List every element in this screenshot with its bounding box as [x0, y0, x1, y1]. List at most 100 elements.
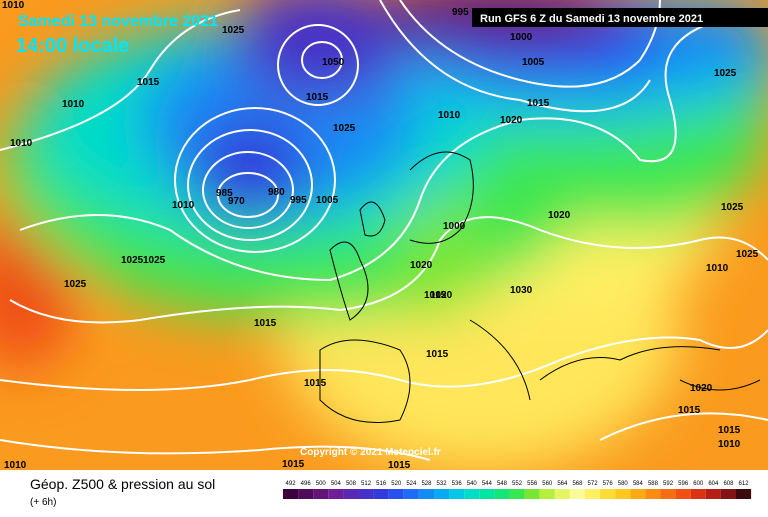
scale-label: 544	[482, 481, 493, 487]
isobar-label: 980	[268, 187, 285, 198]
isobar-label: 1015	[254, 318, 277, 329]
scale-label: 552	[512, 481, 523, 487]
isobar-label: 1015	[718, 425, 741, 436]
scale-swatch	[554, 489, 570, 499]
isobar-label: 985	[216, 188, 233, 199]
scale-label: 564	[557, 481, 568, 487]
scale-swatch	[373, 489, 389, 499]
isobar-label: 1015	[388, 460, 411, 471]
scale-label: 596	[678, 481, 689, 487]
scale-swatch	[585, 489, 601, 499]
scale-swatch	[343, 489, 359, 499]
isobar-label: 995	[290, 195, 307, 206]
scale-swatch	[630, 489, 646, 499]
scale-label: 516	[376, 481, 387, 487]
isobar-label: 1010	[2, 0, 25, 11]
isobar-label: 1025	[143, 255, 166, 266]
scale-swatch	[645, 489, 661, 499]
scale-swatch	[418, 489, 434, 499]
scale-swatch	[479, 489, 495, 499]
isobar-label: 1025	[222, 25, 245, 36]
scale-label: 536	[452, 481, 463, 487]
isobar-label: 1010	[172, 200, 195, 211]
scale-label: 524	[406, 481, 417, 487]
scale-label: 512	[361, 481, 372, 487]
isobar-label: 1005	[316, 195, 339, 206]
footer-lead: (+ 6h)	[30, 497, 56, 508]
scale-swatch	[328, 489, 344, 499]
scale-swatch	[600, 489, 616, 499]
isobar-label: 1010	[4, 460, 27, 471]
scale-label: 508	[346, 481, 357, 487]
scale-label: 592	[663, 481, 674, 487]
isobar-label: 1025	[64, 279, 87, 290]
scale-label: 604	[708, 481, 719, 487]
scale-swatch	[720, 489, 736, 499]
scale-swatch	[736, 489, 752, 499]
scale-swatch	[358, 489, 374, 499]
isobar-label: 1025	[721, 202, 744, 213]
scale-label: 548	[497, 481, 508, 487]
isobar-label: 995	[452, 7, 469, 18]
geopotential-field	[0, 0, 768, 470]
isobar-label: 1015	[426, 349, 449, 360]
scale-swatch	[298, 489, 314, 499]
isobar-label: 1015	[424, 290, 447, 301]
scale-label: 600	[693, 481, 704, 487]
run-info: Run GFS 6 Z du Samedi 13 novembre 2021	[480, 13, 703, 25]
scale-swatch	[283, 489, 299, 499]
scale-swatch	[403, 489, 419, 499]
scale-swatch	[388, 489, 404, 499]
scale-label: 576	[603, 481, 614, 487]
scale-label: 504	[331, 481, 342, 487]
scale-swatch	[434, 489, 450, 499]
isobar-label: 1010	[718, 439, 741, 450]
scale-swatch	[615, 489, 631, 499]
scale-swatch	[494, 489, 510, 499]
isobar-label: 1030	[510, 285, 533, 296]
isobar-label: 1015	[304, 378, 327, 389]
isobar-label: 1015	[282, 459, 305, 470]
scale-label: 572	[588, 481, 599, 487]
scale-label: 608	[723, 481, 734, 487]
scale-label: 588	[648, 481, 659, 487]
isobar-label: 1010	[10, 138, 33, 149]
isobar-label: 1010	[438, 110, 461, 121]
isobar-label: 1000	[443, 221, 466, 232]
scale-label: 500	[316, 481, 327, 487]
scale-swatch	[675, 489, 691, 499]
isobar-label: 970	[228, 196, 245, 207]
coastlines	[319, 151, 761, 423]
scale-swatch	[449, 489, 465, 499]
isobar-label: 1025	[736, 249, 759, 260]
isobar-label: 1015	[527, 98, 550, 109]
scale-label: 568	[572, 481, 583, 487]
scale-label: 612	[739, 481, 750, 487]
footer-title: Géop. Z500 & pression au sol	[30, 476, 215, 492]
isobar-label: 1020	[410, 260, 433, 271]
scale-swatch	[705, 489, 721, 499]
scale-label: 580	[618, 481, 629, 487]
scale-label: 556	[527, 481, 538, 487]
isobar-label: 1010	[62, 99, 85, 110]
isobar-label: 1015	[306, 92, 329, 103]
scale-label: 560	[542, 481, 553, 487]
scale-label: 532	[437, 481, 448, 487]
isobar-label: 1020	[430, 290, 453, 301]
copyright: Copyright © 2021 Meteociel.fr	[300, 447, 441, 458]
isobar-label: 1005	[522, 57, 545, 68]
isobar-label: 1020	[548, 210, 571, 221]
map-time: 14:00 locale	[16, 35, 129, 57]
run-banner	[472, 8, 768, 27]
scale-label: 520	[391, 481, 402, 487]
scale-swatch	[464, 489, 480, 499]
isobar-label: 1025	[714, 68, 737, 79]
isobar-label: 1020	[690, 383, 713, 394]
isobars	[0, 0, 768, 461]
scale-label: 540	[467, 481, 478, 487]
scale-swatch	[524, 489, 540, 499]
map-date: Samedi 13 novembre 2021	[18, 13, 218, 30]
scale-swatch	[539, 489, 555, 499]
isobar-label: 1015	[137, 77, 160, 88]
